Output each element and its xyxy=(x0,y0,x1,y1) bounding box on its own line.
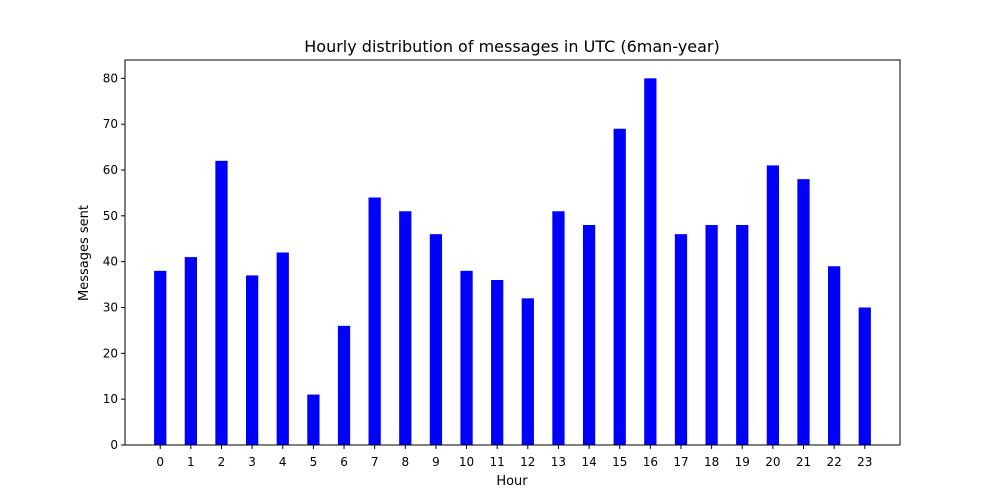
bar-hour-2 xyxy=(215,160,228,446)
y-axis-ticks: 0 10 20 30 40 50 60 70 80 xyxy=(103,71,125,452)
chart-title: Hourly distribution of messages in UTC (… xyxy=(304,37,720,56)
bar-hour-4 xyxy=(276,252,289,445)
x-tick-label: 7 xyxy=(371,455,379,469)
bar-hour-3 xyxy=(245,275,259,445)
bars-group xyxy=(154,78,871,446)
bar-hour-7 xyxy=(368,197,381,445)
x-tick-label: 0 xyxy=(156,455,164,469)
y-axis-label: Messages sent xyxy=(77,205,92,301)
plot-frame xyxy=(124,59,901,446)
x-tick-label: 15 xyxy=(612,455,627,469)
x-axis-label: Hour xyxy=(496,474,528,489)
y-tick-label: 20 xyxy=(103,346,118,360)
bar-hour-20 xyxy=(766,165,780,445)
y-tick-label: 40 xyxy=(103,255,118,269)
bar-hour-15 xyxy=(613,128,626,445)
x-tick-label: 3 xyxy=(248,455,256,469)
x-tick-label: 16 xyxy=(643,455,658,469)
bar-hour-21 xyxy=(797,179,810,445)
bar-hour-8 xyxy=(399,211,412,445)
bar-hour-23 xyxy=(858,307,871,445)
x-tick-label: 13 xyxy=(551,455,566,469)
bar-hour-18 xyxy=(705,225,718,445)
x-tick-label: 5 xyxy=(310,455,318,469)
x-tick-label: 11 xyxy=(490,455,505,469)
bar-hour-5 xyxy=(307,394,320,445)
bar-hour-12 xyxy=(521,298,534,445)
x-tick-label: 1 xyxy=(187,455,195,469)
x-tick-label: 23 xyxy=(857,455,872,469)
x-tick-label: 4 xyxy=(279,455,287,469)
x-tick-label: 2 xyxy=(218,455,226,469)
x-tick-label: 17 xyxy=(673,455,688,469)
x-axis-ticks: 0 1 2 3 4 5 6 7 8 9 10 11 12 13 14 15 16 17 18 19 20 21 22 23 xyxy=(156,445,872,469)
x-tick-label: 9 xyxy=(432,455,440,469)
x-tick-label: 8 xyxy=(401,455,409,469)
bar-hour-6 xyxy=(337,325,351,445)
y-tick-label: 50 xyxy=(103,209,118,223)
bar-hour-19 xyxy=(736,225,749,445)
bar-hour-16 xyxy=(644,78,657,445)
bar-hour-13 xyxy=(552,211,565,445)
x-tick-label: 20 xyxy=(765,455,780,469)
bar-hour-0 xyxy=(154,270,167,445)
x-tick-label: 12 xyxy=(520,455,535,469)
bar-hour-11 xyxy=(491,280,504,445)
y-tick-label: 30 xyxy=(103,301,118,315)
y-tick-label: 10 xyxy=(103,392,118,406)
y-tick-label: 70 xyxy=(103,117,118,131)
x-tick-label: 21 xyxy=(796,455,811,469)
x-tick-label: 18 xyxy=(704,455,719,469)
x-tick-label: 6 xyxy=(340,455,348,469)
x-tick-label: 14 xyxy=(581,455,596,469)
bar-hour-1 xyxy=(184,257,197,445)
bar-hour-10 xyxy=(460,270,473,445)
x-tick-label: 22 xyxy=(826,455,841,469)
x-tick-label: 10 xyxy=(459,455,474,469)
bar-hour-14 xyxy=(582,225,596,445)
y-tick-label: 60 xyxy=(103,163,118,177)
bar-hour-9 xyxy=(429,234,443,445)
x-tick-label: 19 xyxy=(735,455,750,469)
y-tick-label: 80 xyxy=(103,71,118,85)
bar-hour-22 xyxy=(828,266,841,445)
y-tick-label: 0 xyxy=(110,438,118,452)
bar-hour-17 xyxy=(674,234,688,445)
